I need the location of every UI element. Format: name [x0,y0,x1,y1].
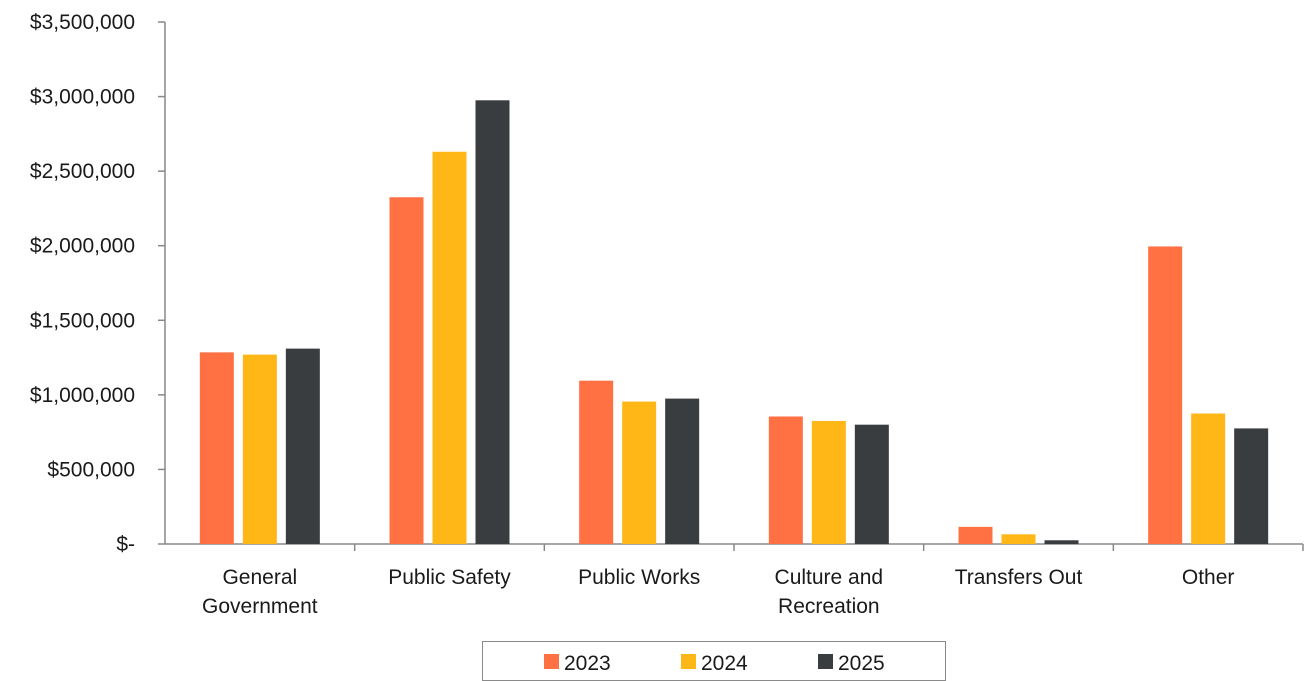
bar-2025 [854,424,889,544]
bars [199,100,1269,545]
category-label: Other [1182,566,1235,589]
bar-2023 [199,352,234,544]
category-label-line: Government [202,595,318,618]
legend-label: 2025 [838,652,885,675]
bar-2024 [432,151,467,545]
y-tick-label: $3,000,000 [30,86,135,109]
category-label-line: Public Safety [388,566,511,589]
y-tick-label: $2,000,000 [30,235,135,258]
y-tick-label: $3,500,000 [30,11,135,34]
category-label: General Government [202,566,318,618]
legend-label: 2024 [701,652,748,675]
bar-2025 [1044,540,1079,544]
legend-swatch-2023 [544,654,559,669]
category-labels: General Government Public Safety Public Wor… [202,566,1234,618]
y-tick-label: $- [116,533,135,556]
bar-2024 [242,354,277,544]
bar-2024 [811,420,846,544]
y-tick-label: $2,500,000 [30,160,135,183]
category-label-line: Culture and [775,566,884,589]
category-label: Public Works [578,566,700,589]
bar-2023 [958,526,993,544]
category-label-line: Public Works [578,566,700,589]
legend-swatch-2024 [681,654,696,669]
category-label: Public Safety [388,566,511,589]
category-label: Transfers Out [955,566,1083,589]
bar-2025 [665,398,700,544]
bar-2023 [389,197,424,544]
bar-2024 [622,401,657,544]
bar-2025 [475,100,510,545]
bar-2023 [1148,246,1183,544]
category-label-line: Recreation [778,595,880,618]
y-axis: $- $500,000 $1,000,000 $1,500,000 $2,000,000… [30,11,166,556]
category-label-line: Other [1182,566,1235,589]
category-label-line: General [222,566,297,589]
category-label: Culture and Recreation [775,566,884,618]
y-tick-label: $1,000,000 [30,384,135,407]
legend-label: 2023 [564,652,611,675]
x-axis [165,543,1304,551]
legend-swatch-2025 [818,654,833,669]
y-tick-label: $1,500,000 [30,309,135,332]
y-tick-label: $500,000 [47,458,135,481]
bar-2024 [1001,534,1036,544]
legend: 2023 2024 2025 [482,641,946,681]
bar-2025 [285,348,320,544]
category-label-line: Transfers Out [955,566,1083,589]
bar-2024 [1191,413,1226,544]
bar-2023 [768,416,803,544]
bar-2023 [579,380,614,544]
bar-2025 [1234,428,1269,544]
